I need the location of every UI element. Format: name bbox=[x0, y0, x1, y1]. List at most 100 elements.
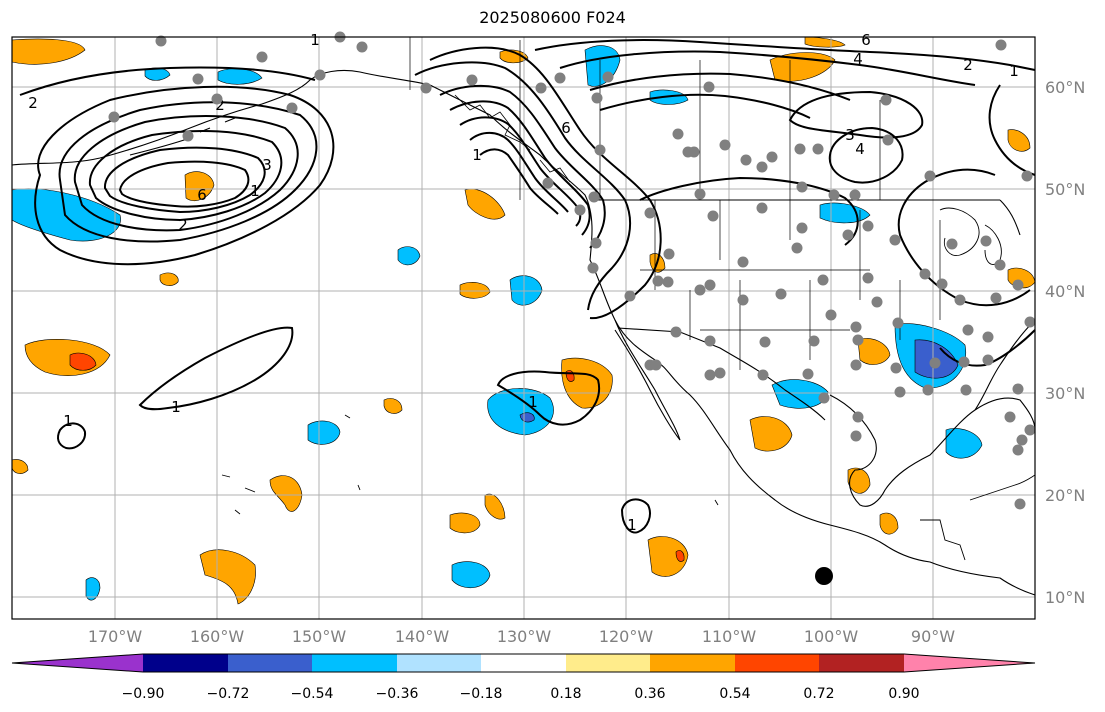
station-dot bbox=[644, 207, 656, 219]
station-dot bbox=[704, 335, 716, 347]
station-dot bbox=[994, 259, 1006, 271]
colorbar-segment bbox=[650, 654, 735, 672]
shade-orange bbox=[383, 398, 403, 414]
lon-label: 150°W bbox=[292, 627, 347, 646]
station-dot bbox=[850, 430, 862, 442]
contour-label: 1 bbox=[63, 412, 73, 430]
station-dot bbox=[852, 334, 864, 346]
border-us-canada bbox=[590, 199, 1021, 236]
contour-line bbox=[599, 93, 811, 119]
contour-label: 1 bbox=[171, 398, 181, 416]
station-dot bbox=[740, 154, 752, 166]
station-dot bbox=[852, 411, 864, 423]
station-dot bbox=[587, 262, 599, 274]
station-dot bbox=[737, 294, 749, 306]
contour-label: 1 bbox=[528, 393, 538, 411]
station-dot bbox=[182, 130, 194, 142]
contour-line bbox=[449, 100, 591, 236]
contour-line bbox=[479, 148, 559, 215]
lon-label: 90°W bbox=[911, 627, 955, 646]
station-dot bbox=[982, 331, 994, 343]
station-dot bbox=[990, 292, 1002, 304]
contour-line bbox=[534, 39, 1036, 71]
shade-orange bbox=[11, 38, 86, 65]
contour-line bbox=[589, 72, 851, 101]
station-dot bbox=[155, 35, 167, 47]
station-dot bbox=[946, 238, 958, 250]
contour-line bbox=[439, 84, 606, 249]
contour-line bbox=[103, 146, 266, 214]
station-dot bbox=[889, 234, 901, 246]
contour-label: 2 bbox=[215, 96, 225, 114]
station-dot bbox=[892, 317, 904, 329]
shade-orange bbox=[804, 36, 846, 48]
station-dot bbox=[871, 296, 883, 308]
highlight-marker bbox=[815, 567, 833, 585]
shade-orange bbox=[199, 549, 256, 605]
station-dot bbox=[818, 392, 830, 404]
station-dot bbox=[719, 139, 731, 151]
colorbar-tick-label: −0.90 bbox=[122, 686, 165, 702]
station-dot bbox=[929, 357, 941, 369]
coastline-alaska bbox=[11, 69, 431, 166]
station-dot bbox=[1014, 498, 1026, 510]
contour-label: 6 bbox=[197, 186, 207, 204]
station-dot bbox=[588, 191, 600, 203]
station-dot bbox=[960, 384, 972, 396]
contour-line bbox=[57, 422, 87, 450]
station-dot bbox=[192, 73, 204, 85]
lat-label: 60°N bbox=[1045, 78, 1085, 97]
shade-orange bbox=[159, 272, 179, 286]
shade-red bbox=[675, 550, 685, 562]
station-dot bbox=[862, 220, 874, 232]
station-dot bbox=[652, 275, 664, 287]
contour-label: 6 bbox=[561, 119, 571, 137]
station-dot bbox=[980, 235, 992, 247]
shade-orange bbox=[749, 416, 793, 452]
station-dot bbox=[1012, 279, 1024, 291]
station-dot bbox=[775, 288, 787, 300]
contour-label: 4 bbox=[853, 50, 863, 68]
contour-label: 1 bbox=[250, 182, 260, 200]
contour-lines bbox=[19, 39, 1036, 534]
station-dot bbox=[1012, 383, 1024, 395]
station-dot bbox=[962, 324, 974, 336]
lon-label: 170°W bbox=[88, 627, 143, 646]
colorbar-tick-label: 0.36 bbox=[634, 686, 665, 702]
shade-orange bbox=[857, 338, 891, 365]
contour-line bbox=[19, 66, 316, 96]
lon-label: 120°W bbox=[599, 627, 654, 646]
lat-label: 10°N bbox=[1045, 588, 1085, 607]
shade-blue bbox=[771, 379, 829, 409]
colorbar-tick-label: 0.54 bbox=[719, 686, 750, 702]
lon-label: 110°W bbox=[702, 627, 757, 646]
station-dot bbox=[808, 335, 820, 347]
station-dot bbox=[670, 326, 682, 338]
shade-orange bbox=[449, 512, 481, 534]
station-dot bbox=[542, 177, 554, 189]
station-dot bbox=[796, 222, 808, 234]
contour-labels: 2 1 2 3 6 1 2 1 6 1 4 2 1 3 4 6 1 1 1 bbox=[28, 31, 1019, 534]
shade-orange bbox=[561, 357, 613, 409]
colorbar-tick-label: −0.36 bbox=[376, 686, 419, 702]
station-dot bbox=[812, 143, 824, 155]
contour-line bbox=[639, 176, 859, 246]
station-dot bbox=[704, 369, 716, 381]
station-dot bbox=[694, 188, 706, 200]
contour-label: 3 bbox=[845, 126, 855, 144]
shade-blue bbox=[945, 428, 983, 459]
station-dot bbox=[849, 189, 861, 201]
station-dot bbox=[554, 72, 566, 84]
station-markers bbox=[108, 31, 1036, 510]
map-frame bbox=[11, 36, 1036, 620]
station-dot bbox=[958, 356, 970, 368]
contour-label: 2 bbox=[28, 94, 38, 112]
shade-orange bbox=[847, 467, 871, 494]
station-dot bbox=[890, 362, 902, 374]
station-dot bbox=[644, 359, 656, 371]
station-dot bbox=[850, 321, 862, 333]
lon-label: 140°W bbox=[395, 627, 450, 646]
colorbar-extend-low bbox=[12, 654, 143, 672]
shade-orange bbox=[11, 459, 29, 474]
